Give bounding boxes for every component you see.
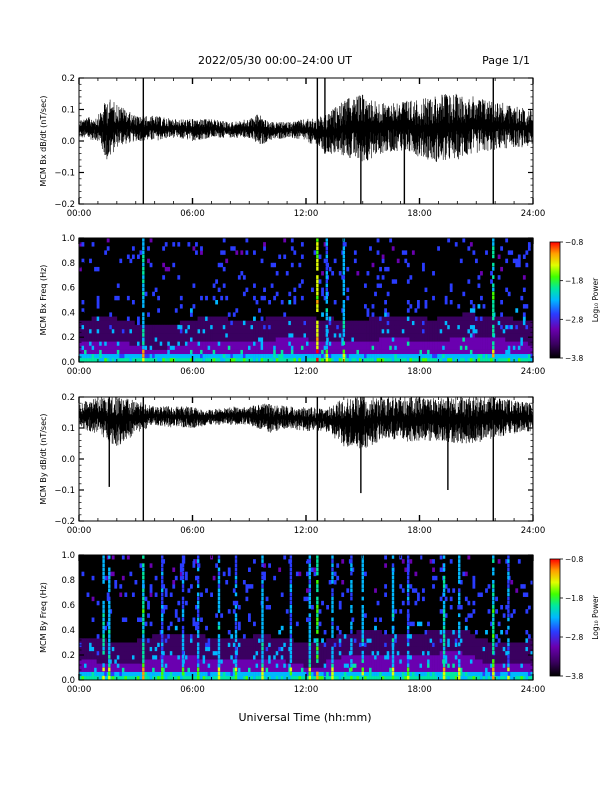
y-tick-label: 0.0 (61, 358, 75, 368)
spectrogram-burst-column (361, 555, 364, 676)
y-tick-label: 0.2 (61, 333, 75, 343)
colorbar-tick-label: −3.8 (565, 354, 583, 363)
x-tick-label: 06:00 (180, 685, 205, 695)
x-tick-label: 00:00 (67, 367, 92, 377)
y-tick-label: 0.4 (61, 626, 75, 636)
colorbar: −0.8 −1.8 −2.8 −3.8 Log₁₀ Power (549, 238, 600, 363)
colorbar-tick-label: −0.8 (565, 238, 583, 247)
x-tick-label: 00:00 (67, 685, 92, 695)
y-tick-label: 0.8 (61, 259, 75, 269)
y-tick-label: 0.2 (61, 651, 75, 661)
x-tick-label: 12:00 (294, 685, 319, 695)
by-dbdt-panel: 00:00 06:00 12:00 18:00 24:00 0.2 0.1 0.0 −0.1 −0… (39, 393, 545, 536)
x-tick-label: 06:00 (180, 209, 205, 219)
y-tick-label: 0.0 (61, 455, 75, 465)
y-tick-label: 0.0 (61, 676, 75, 686)
y-tick-label: 0.0 (61, 137, 75, 147)
y-tick-label: −0.1 (54, 486, 75, 496)
y-tick-label: 0.8 (61, 576, 75, 586)
spectrogram-burst-column (325, 238, 329, 362)
spectrogram-burst-column (492, 555, 495, 680)
colorbar-tick-label: −3.8 (565, 672, 583, 681)
spectrogram-burst-column (406, 555, 410, 680)
x-tick-label: 18:00 (407, 526, 432, 536)
spectrogram-burst-column (492, 238, 495, 358)
by-spectrogram-panel: 00:00 06:00 12:00 18:00 24:00 1.0 0.8 0.6 0.4 0.2… (39, 551, 600, 695)
x-tick-label: 12:00 (294, 367, 319, 377)
spectrogram-burst-column (217, 555, 221, 680)
colorbar-tick-label: −0.8 (565, 555, 583, 564)
x-tick-label: 24:00 (521, 367, 546, 377)
spectrogram-burst-column (289, 555, 293, 676)
x-tick-label: 06:00 (180, 367, 205, 377)
y-axis-label: MCM By Freq (Hz) (39, 582, 48, 653)
y-tick-label: 0.4 (61, 308, 75, 318)
colorbar-tick-label: −2.8 (565, 315, 583, 324)
spectrogram-burst-column (442, 555, 446, 680)
x-tick-label: 24:00 (521, 685, 546, 695)
x-tick-label: 18:00 (407, 685, 432, 695)
x-tick-label: 24:00 (521, 209, 546, 219)
x-tick-label: 12:00 (294, 209, 319, 219)
spectrogram-burst-column (331, 555, 334, 680)
spectrogram-burst-column (142, 238, 145, 362)
spectrogram-burst-column (458, 555, 461, 680)
colorbar-label: Log₁₀ Power (591, 277, 600, 322)
spectrogram-image (79, 238, 534, 363)
colorbar: −0.8 −1.8 −2.8 −3.8 Log₁₀ Power (549, 555, 600, 681)
spectrogram-burst-column (350, 555, 353, 680)
spectrogram-burst-column (261, 555, 264, 680)
spectrogram-burst-column (102, 555, 105, 680)
page-indicator: Page 1/1 (482, 54, 530, 67)
spectrogram-burst-column (181, 555, 185, 676)
colorbar-tick-label: −1.8 (565, 277, 583, 286)
dbdt-trace (78, 397, 534, 521)
x-tick-label: 00:00 (67, 526, 92, 536)
y-axis-label: MCM By dB/dt (nT/sec) (39, 413, 48, 504)
y-tick-label: 1.0 (61, 551, 75, 561)
spectrogram-burst-column (316, 238, 319, 362)
spectrogram-burst-column (161, 555, 164, 680)
colorbar-tick-label: −2.8 (565, 633, 583, 642)
y-tick-label: 0.2 (61, 74, 75, 84)
x-tick-label: 12:00 (294, 526, 319, 536)
y-tick-label: 0.1 (61, 106, 75, 116)
spectrogram-burst-column (507, 555, 510, 680)
spectrogram-burst-column (142, 555, 145, 680)
spectrogram-burst-column (391, 555, 395, 680)
y-axis-label: MCM Bx dB/dt (nT/sec) (39, 95, 48, 186)
colorbar-tick-label: −1.8 (565, 594, 583, 603)
y-tick-label: 0.6 (61, 601, 75, 611)
x-axis-label: Universal Time (hh:mm) (239, 711, 372, 724)
y-tick-label: 0.6 (61, 284, 75, 294)
y-axis-label: MCM Bx Freq (Hz) (39, 265, 48, 336)
bx-dbdt-panel: 00:00 06:00 12:00 18:00 24:00 0.2 0.1 0.0 −0.1 −0… (39, 74, 545, 219)
y-tick-label: −0.2 (54, 517, 75, 527)
y-tick-label: −0.2 (54, 200, 75, 210)
x-tick-label: 18:00 (407, 209, 432, 219)
y-tick-label: 1.0 (61, 234, 75, 244)
dbdt-trace (78, 78, 534, 204)
x-tick-label: 24:00 (521, 526, 546, 536)
x-tick-label: 06:00 (180, 526, 205, 536)
y-tick-label: −0.1 (54, 169, 75, 179)
spectrogram-burst-column (316, 555, 319, 680)
spectrogram-burst-column (308, 555, 311, 680)
spectrogram-burst-column (196, 555, 200, 680)
y-tick-label: 0.2 (61, 393, 75, 403)
spectrogram-burst-column (234, 555, 238, 680)
x-tick-label: 18:00 (407, 367, 432, 377)
bx-spectrogram-panel: 00:00 06:00 12:00 18:00 24:00 1.0 0.8 0.6 0.4 0.2… (39, 234, 600, 377)
figure-title: 2022/05/30 00:00–24:00 UT (198, 54, 352, 67)
y-tick-label: 0.1 (61, 424, 75, 434)
colorbar-label: Log₁₀ Power (591, 594, 600, 639)
spectrogram-burst-column (108, 555, 111, 680)
spectrogram-image (79, 555, 534, 681)
x-tick-label: 00:00 (67, 209, 92, 219)
